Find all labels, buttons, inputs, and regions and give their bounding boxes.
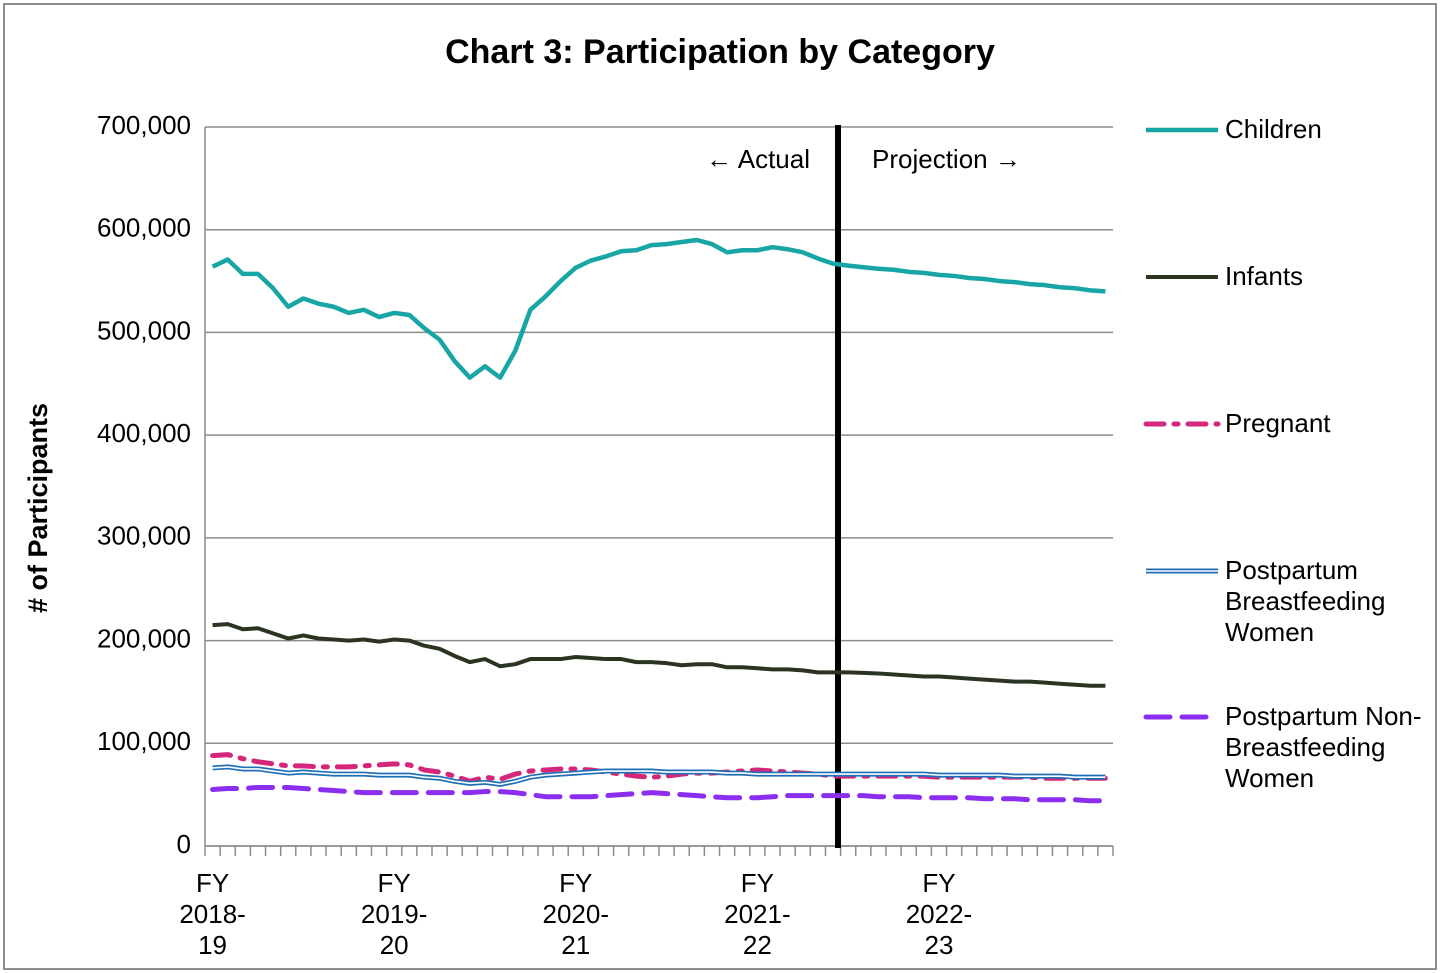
- series-line-inner: [212, 766, 1106, 786]
- x-tick-label: FY 2019-20: [360, 868, 428, 960]
- series-line: [210, 752, 1108, 784]
- x-tick-label: FY 2020-21: [542, 868, 610, 960]
- x-tick-label: FY 2021-22: [724, 868, 791, 960]
- y-tick-label: 300,000: [97, 521, 191, 551]
- legend-label: Pregnant: [1225, 408, 1331, 438]
- y-tick-label: 500,000: [97, 315, 191, 345]
- annotation: Projection →: [872, 144, 1021, 174]
- legend-label: Postpartum Breastfeeding Women: [1225, 555, 1386, 647]
- y-tick-label: 400,000: [97, 418, 191, 448]
- y-tick-label: 600,000: [97, 213, 191, 243]
- legend-label: Infants: [1225, 261, 1304, 291]
- x-tick-label: FY 2018-19: [179, 868, 246, 960]
- y-tick-label: 0: [177, 829, 191, 859]
- series-line: [210, 784, 1108, 804]
- chart-border: [3, 3, 1437, 970]
- chart-title: Chart 3: Participation by Category: [445, 33, 995, 71]
- legend-label: Children: [1225, 114, 1322, 144]
- y-axis-label: # of Participants: [23, 403, 53, 613]
- x-tick-label: FY 2022-23: [905, 868, 973, 960]
- y-tick-label: 100,000: [97, 726, 191, 756]
- legend-label: Postpartum Non-Breastfeeding Women: [1225, 701, 1422, 793]
- annotation: ← Actual: [706, 144, 810, 174]
- series-line: [211, 237, 1106, 380]
- y-tick-label: 700,000: [97, 110, 191, 140]
- y-tick-label: 200,000: [97, 623, 191, 653]
- series-line: [212, 622, 1106, 688]
